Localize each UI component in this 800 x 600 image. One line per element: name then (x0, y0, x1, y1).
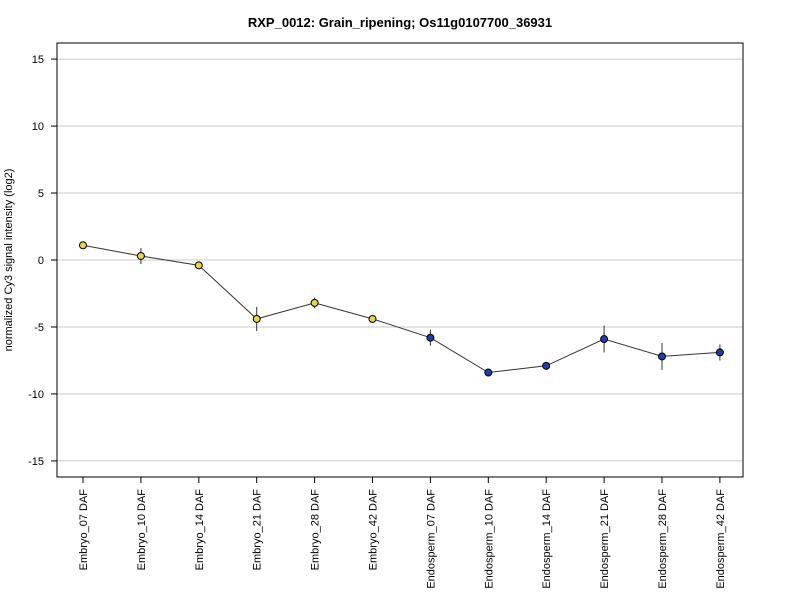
x-tick-label: Embryo_07 DAF (78, 489, 90, 571)
series-line (82, 244, 720, 374)
x-tick-label: Embryo_21 DAF (252, 489, 264, 571)
data-point (600, 335, 609, 344)
data-point (484, 368, 493, 377)
x-tick-label: Endosperm_10 DAF (483, 489, 495, 589)
data-point (368, 314, 377, 323)
x-tick-label: Embryo_14 DAF (194, 489, 206, 571)
data-points (79, 241, 724, 377)
x-tick-label: Endosperm_42 DAF (715, 489, 727, 589)
data-point (310, 298, 319, 307)
data-point (715, 348, 724, 357)
chart-title: RXP_0012: Grain_ripening; Os11g0107700_3… (248, 15, 552, 30)
data-point (136, 251, 145, 260)
y-tick-label: 15 (32, 54, 44, 66)
x-tick-label: Endosperm_28 DAF (657, 489, 669, 589)
y-tick-label: 10 (32, 121, 44, 133)
gridlines (57, 58, 743, 462)
x-tick-label: Embryo_42 DAF (368, 489, 380, 571)
data-point (542, 361, 551, 370)
data-point (79, 241, 87, 250)
x-tick-label: Endosperm_07 DAF (425, 489, 437, 589)
x-tick-label: Embryo_10 DAF (136, 489, 148, 571)
y-tick-label: -5 (34, 322, 44, 334)
y-tick-label: -10 (28, 389, 44, 401)
x-tick-label: Endosperm_21 DAF (599, 489, 611, 589)
data-point (194, 261, 203, 270)
data-point (252, 314, 261, 323)
x-tick-label: Endosperm_14 DAF (541, 489, 553, 589)
x-tick-label: Embryo_28 DAF (310, 489, 322, 571)
x-axis: Embryo_07 DAF Embryo_10 DAF Embryo_14 DAF E… (78, 477, 727, 589)
y-tick-label: -15 (28, 456, 44, 468)
data-point (658, 352, 666, 361)
y-tick-label: 0 (38, 255, 44, 267)
series-polyline (82, 244, 720, 374)
y-tick-label: 5 (38, 188, 44, 200)
y-axis-label: normalized Cy3 signal intensity (log2) (3, 169, 15, 352)
data-point (426, 333, 435, 342)
y-axis: -15 -10 -5 0 5 10 15 (28, 54, 57, 468)
